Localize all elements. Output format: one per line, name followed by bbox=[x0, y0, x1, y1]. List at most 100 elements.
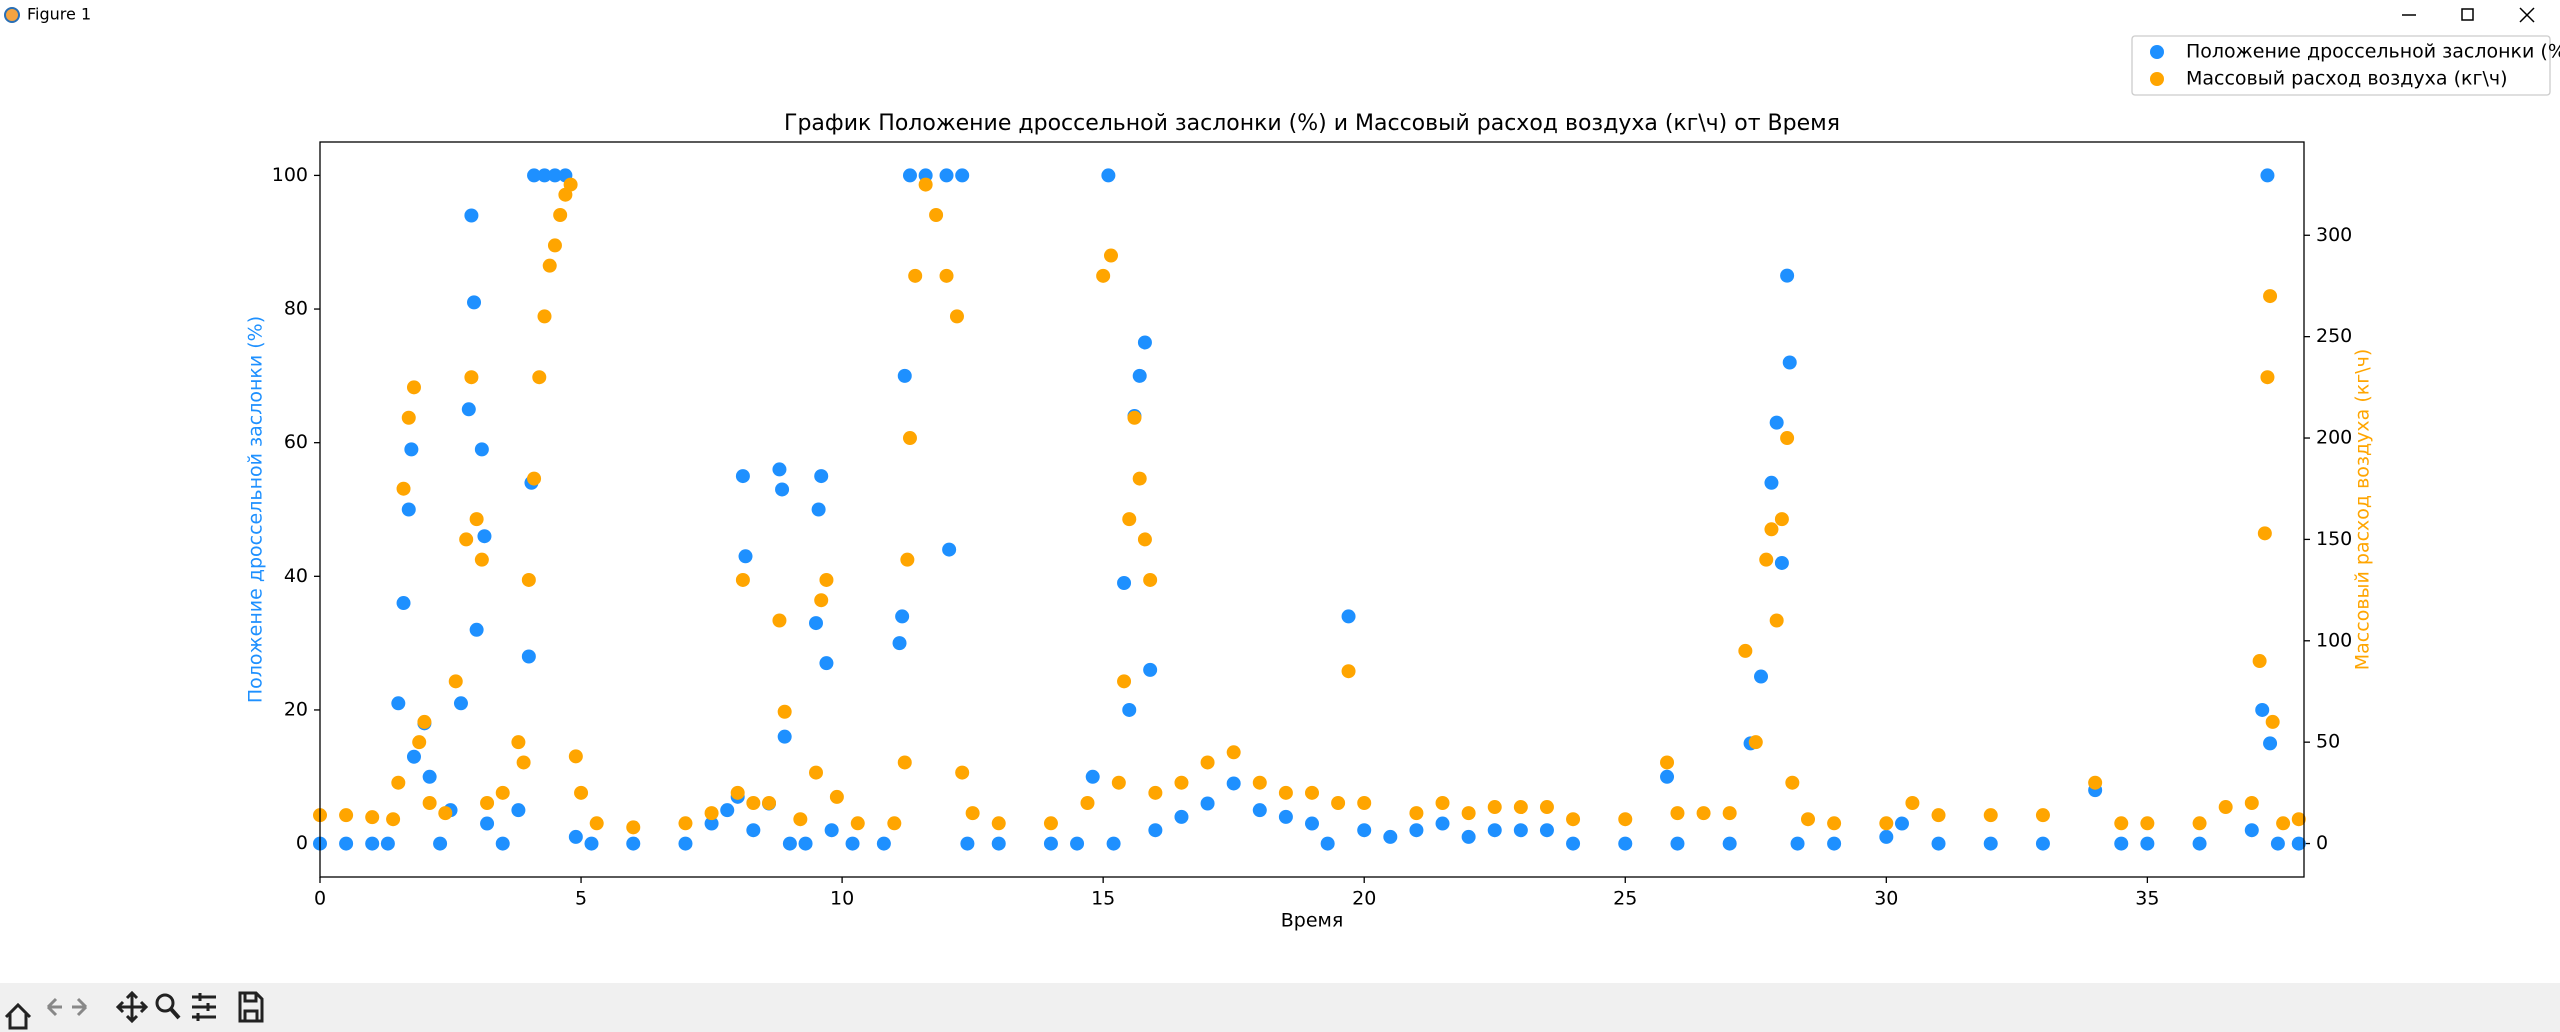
point bbox=[1660, 755, 1675, 770]
legend-box bbox=[2131, 35, 2551, 96]
point bbox=[495, 785, 510, 800]
point bbox=[1117, 674, 1132, 689]
toolbar bbox=[0, 983, 2560, 1032]
title-bar bbox=[0, 0, 2560, 30]
point bbox=[793, 812, 808, 827]
point bbox=[824, 823, 839, 838]
point bbox=[876, 836, 891, 851]
point bbox=[380, 836, 395, 851]
point bbox=[678, 836, 693, 851]
point bbox=[1200, 796, 1215, 811]
point bbox=[527, 168, 542, 183]
point bbox=[464, 208, 479, 223]
point bbox=[589, 816, 604, 831]
point bbox=[1774, 512, 1789, 527]
point bbox=[1357, 823, 1372, 838]
zoom-button[interactable] bbox=[155, 993, 175, 1013]
point bbox=[448, 674, 463, 689]
point bbox=[2265, 714, 2280, 729]
point bbox=[1769, 613, 1784, 628]
restore-button[interactable] bbox=[2461, 8, 2474, 21]
point bbox=[902, 431, 917, 446]
y-tick-label: 20 bbox=[284, 698, 308, 720]
point bbox=[1200, 755, 1215, 770]
point bbox=[2260, 168, 2275, 183]
point bbox=[1722, 836, 1737, 851]
configure-button[interactable] bbox=[192, 993, 216, 1021]
point bbox=[902, 168, 917, 183]
point bbox=[1331, 795, 1346, 810]
y-axis-label: Положение дроссельной заслонки (%) bbox=[245, 316, 267, 703]
point bbox=[829, 789, 844, 804]
point bbox=[897, 755, 912, 770]
point bbox=[1670, 806, 1685, 821]
point bbox=[1905, 795, 1920, 810]
save-button[interactable] bbox=[238, 991, 264, 1023]
point bbox=[1461, 829, 1476, 844]
point bbox=[1278, 809, 1293, 824]
point bbox=[2140, 836, 2155, 851]
y2-tick-label: 300 bbox=[2316, 224, 2352, 246]
point bbox=[1722, 806, 1737, 821]
point bbox=[1106, 836, 1121, 851]
point bbox=[850, 816, 865, 831]
point bbox=[2114, 836, 2129, 851]
home-button[interactable] bbox=[4, 1002, 32, 1030]
forward-button[interactable] bbox=[72, 997, 88, 1017]
point bbox=[1305, 816, 1319, 831]
point bbox=[1111, 775, 1126, 790]
point bbox=[1117, 576, 1132, 590]
point bbox=[809, 765, 823, 780]
point bbox=[939, 268, 954, 283]
point bbox=[1127, 410, 1142, 425]
point bbox=[537, 309, 552, 324]
zoom-handle bbox=[169, 1007, 181, 1020]
point bbox=[1137, 335, 1152, 350]
point bbox=[814, 469, 829, 484]
point bbox=[1487, 823, 1502, 838]
point bbox=[553, 207, 568, 222]
point bbox=[887, 816, 902, 831]
y-tick-label: 80 bbox=[284, 298, 308, 320]
point bbox=[469, 622, 484, 637]
legend-marker bbox=[2150, 72, 2164, 86]
point bbox=[1357, 795, 1372, 810]
point bbox=[1043, 816, 1058, 831]
point bbox=[1513, 800, 1528, 815]
point bbox=[1070, 836, 1085, 851]
y-tick-label: 0 bbox=[296, 832, 308, 854]
point bbox=[960, 836, 975, 851]
point bbox=[406, 749, 421, 764]
point bbox=[433, 836, 448, 851]
point bbox=[365, 836, 380, 851]
point bbox=[1278, 785, 1293, 800]
point bbox=[1670, 836, 1685, 851]
point bbox=[798, 836, 813, 851]
point bbox=[1879, 816, 1894, 831]
series bbox=[313, 177, 2306, 835]
point bbox=[1132, 368, 1147, 383]
point bbox=[1409, 806, 1424, 821]
point bbox=[1780, 268, 1795, 283]
point bbox=[965, 806, 980, 821]
point bbox=[391, 775, 406, 790]
point bbox=[477, 529, 492, 544]
point bbox=[809, 616, 823, 631]
point bbox=[2088, 775, 2103, 790]
point bbox=[532, 370, 547, 385]
close-button[interactable] bbox=[2519, 7, 2535, 23]
point bbox=[1435, 795, 1450, 810]
point bbox=[2035, 836, 2050, 851]
point bbox=[537, 168, 552, 183]
x-tick-label: 25 bbox=[1613, 888, 1637, 910]
point bbox=[2263, 289, 2278, 304]
point bbox=[1764, 522, 1779, 537]
point bbox=[1983, 808, 1998, 823]
back-button[interactable] bbox=[46, 997, 62, 1017]
point bbox=[1101, 168, 1116, 183]
point bbox=[1827, 836, 1842, 851]
y-tick-label: 100 bbox=[272, 164, 308, 186]
pan-button[interactable] bbox=[115, 990, 149, 1024]
point bbox=[955, 168, 970, 183]
point bbox=[900, 552, 915, 567]
